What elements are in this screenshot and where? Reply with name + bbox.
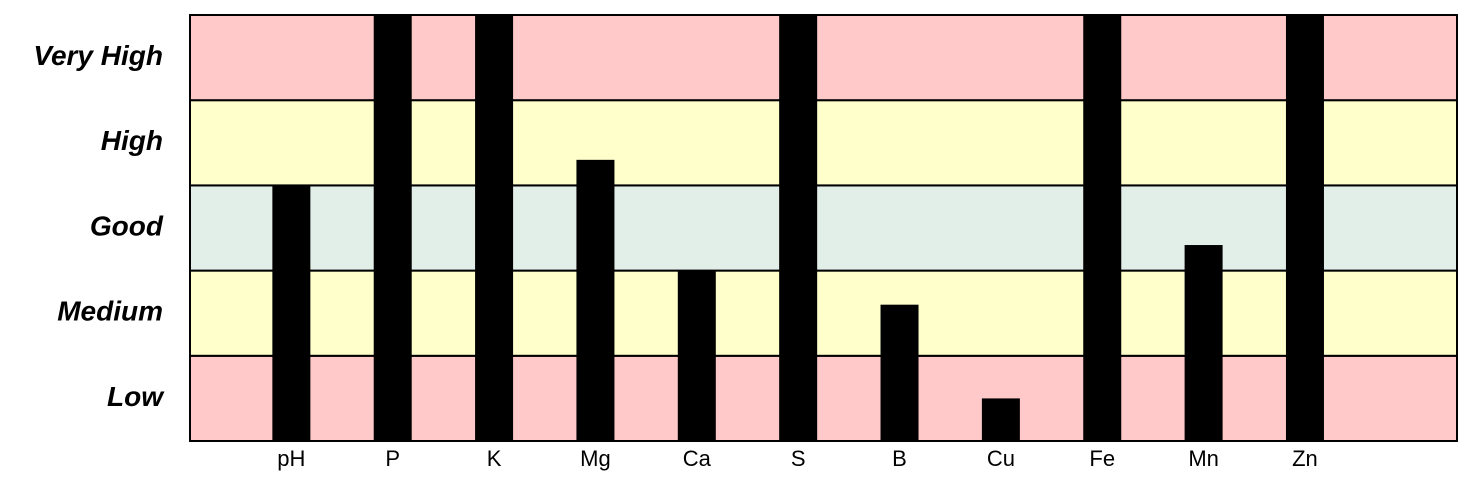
bar	[1285, 15, 1324, 441]
bar	[373, 15, 412, 441]
x-tick-label: Cu	[987, 446, 1015, 471]
bar	[677, 270, 716, 441]
x-tick-label: Ca	[683, 446, 712, 471]
band-label: Very High	[33, 40, 163, 71]
bar	[880, 304, 919, 441]
x-tick-label: K	[487, 446, 502, 471]
x-tick-label: Mg	[580, 446, 611, 471]
x-tick-label: P	[385, 446, 400, 471]
bar	[1184, 245, 1223, 441]
x-tick-label: Mn	[1188, 446, 1219, 471]
bar	[779, 15, 818, 441]
bar	[576, 159, 615, 441]
plot-border	[189, 14, 1458, 442]
x-tick-label: pH	[277, 446, 305, 471]
bar	[981, 398, 1020, 441]
bar	[272, 185, 311, 441]
band-label: High	[101, 125, 163, 156]
bar	[1083, 15, 1122, 441]
band-label: Low	[107, 381, 165, 412]
x-tick-label: Fe	[1089, 446, 1115, 471]
x-tick-label: B	[892, 446, 907, 471]
x-tick-label: S	[791, 446, 806, 471]
x-tick-label: Zn	[1292, 446, 1318, 471]
band-label: Medium	[57, 296, 163, 327]
band-label: Good	[90, 210, 164, 241]
bar	[475, 15, 514, 441]
